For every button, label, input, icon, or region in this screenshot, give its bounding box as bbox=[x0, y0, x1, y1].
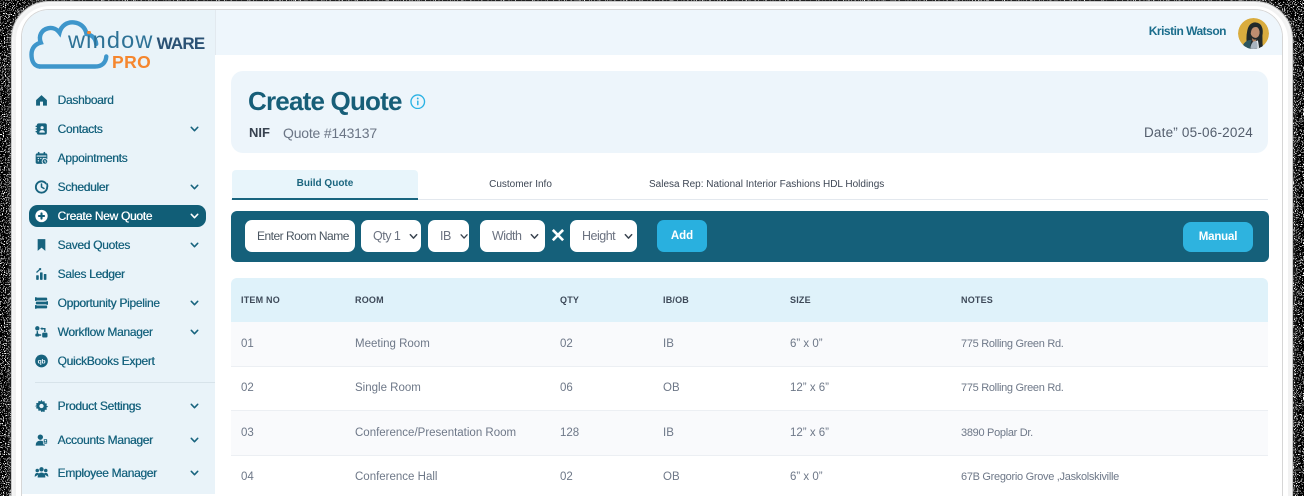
svg-text:qb: qb bbox=[38, 358, 46, 365]
